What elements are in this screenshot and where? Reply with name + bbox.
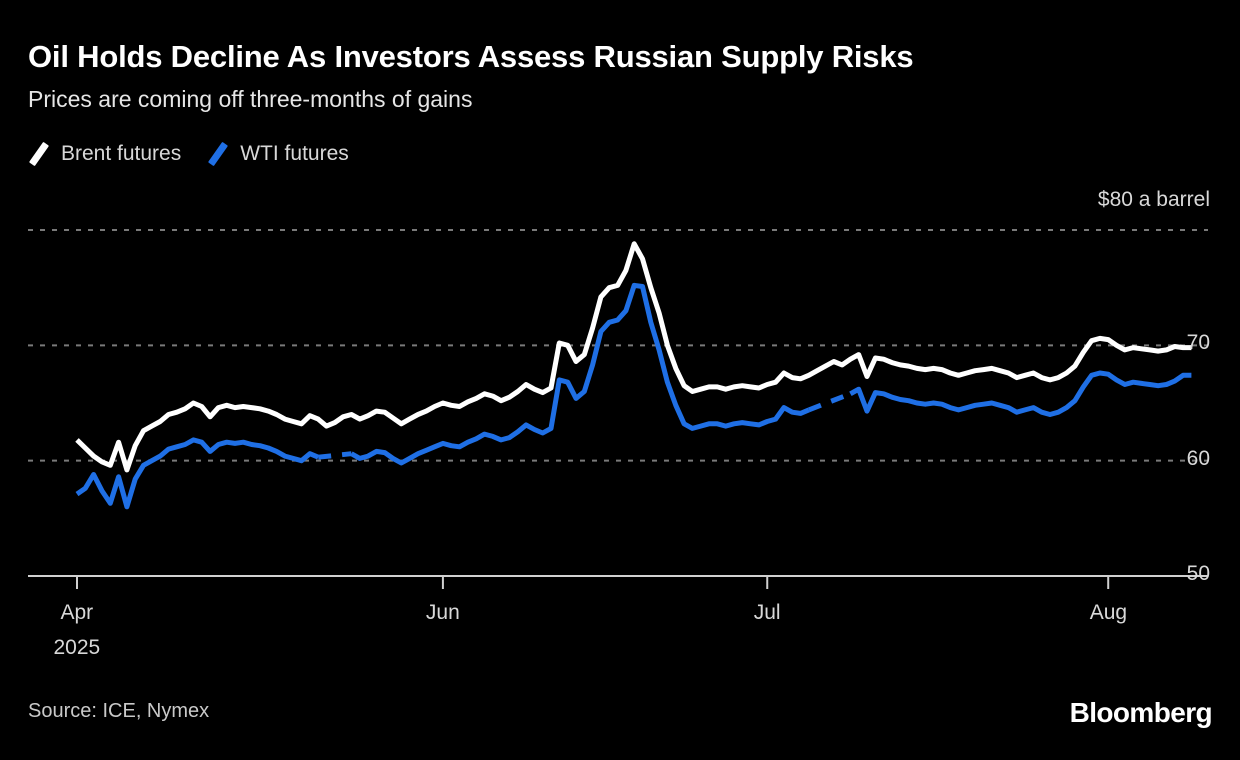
data-series-layer — [75, 241, 1192, 510]
x-axis-ticks — [76, 576, 1110, 589]
series-wti-futures — [75, 282, 1192, 510]
page-title: Oil Holds Decline As Investors Assess Ru… — [28, 39, 914, 74]
y-tick-label-50: 50 — [1186, 562, 1210, 585]
x-tick-label-jul: Jul — [753, 601, 781, 624]
series-gap-dashed-segment — [807, 391, 852, 413]
series-path-segment — [75, 241, 1192, 473]
x-tick-label-jun: Jun — [425, 601, 460, 624]
x-tick-label-aug: Aug — [1089, 601, 1128, 624]
chart-legend: Brent futures WTI futures — [28, 142, 349, 166]
page-subtitle: Prices are coming off three-months of ga… — [28, 86, 473, 112]
series-path-segment — [75, 437, 320, 510]
y-tick-label-60: 60 — [1186, 446, 1210, 470]
gridlines — [28, 229, 1208, 462]
x-axis-year-label: 2025 — [53, 636, 101, 659]
bloomberg-logo: Bloomberg — [1069, 697, 1213, 728]
x-tick-label-apr: Apr — [60, 601, 94, 624]
legend-label-brent: Brent futures — [61, 142, 182, 165]
y-axis-unit-label: $80 a barrel — [1097, 188, 1210, 211]
y-tick-label-70: 70 — [1186, 331, 1210, 355]
legend-label-wti: WTI futures — [240, 142, 349, 165]
legend-item-wti[interactable]: WTI futures — [207, 142, 349, 166]
series-gap-dashed-segment — [317, 451, 352, 460]
series-path-segment — [849, 370, 1192, 417]
series-path-segment — [350, 282, 810, 466]
legend-item-brent[interactable]: Brent futures — [28, 142, 181, 166]
source-note: Source: ICE, Nymex — [28, 700, 210, 722]
series-brent-futures — [75, 241, 1192, 473]
